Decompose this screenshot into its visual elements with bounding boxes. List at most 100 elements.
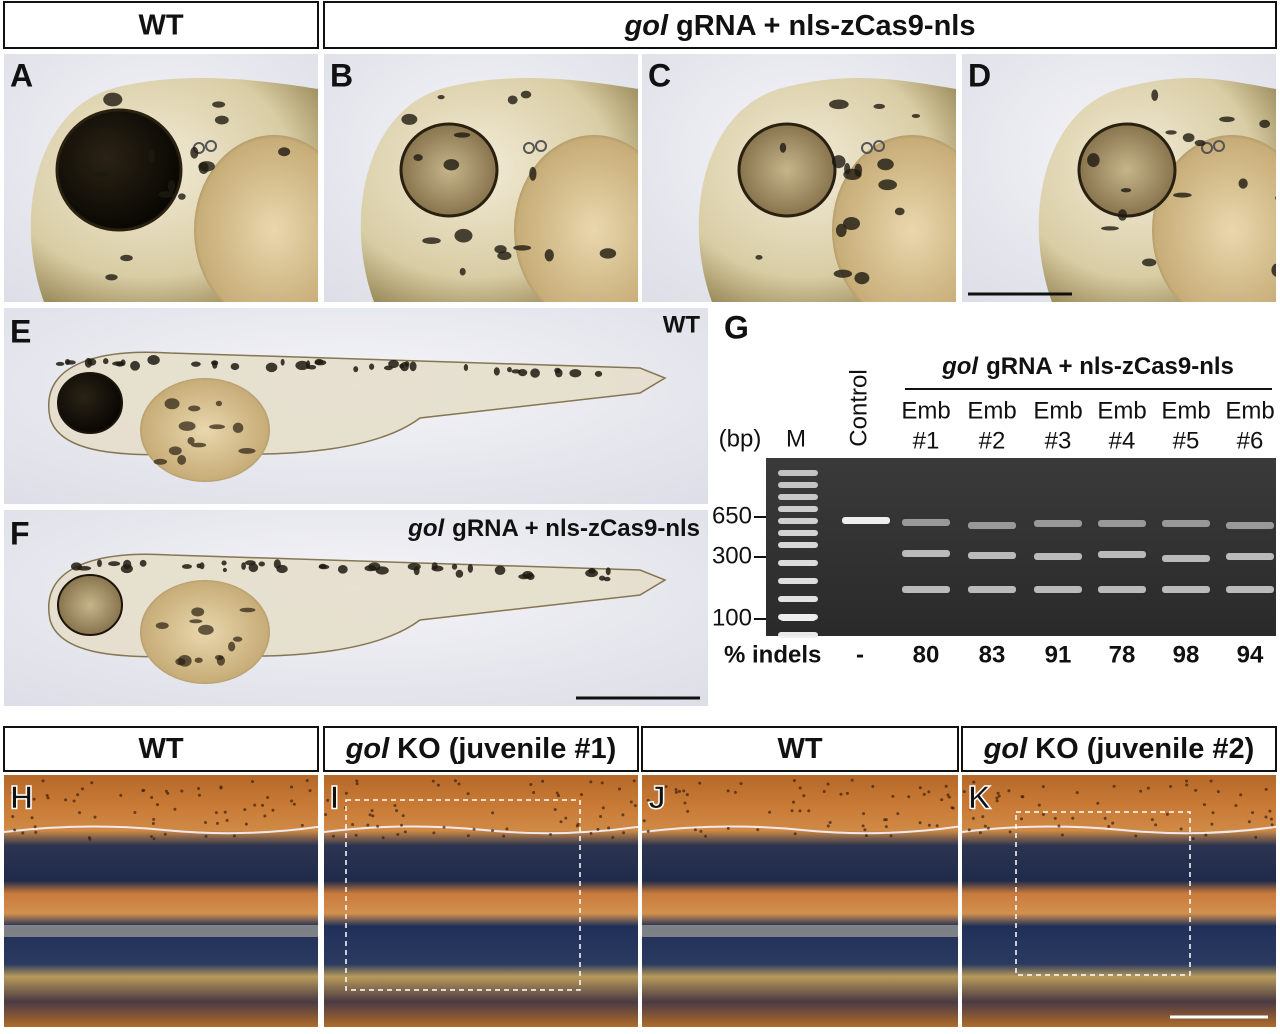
italic-part: gol bbox=[941, 353, 979, 380]
sample-band bbox=[968, 522, 1016, 529]
melanophore bbox=[828, 820, 832, 824]
melanophore bbox=[208, 424, 226, 430]
melanophore bbox=[130, 360, 140, 371]
melanophore bbox=[225, 818, 229, 822]
melanophore bbox=[190, 146, 199, 159]
melanophore bbox=[605, 567, 611, 576]
melanophore bbox=[529, 166, 537, 181]
melanophore bbox=[494, 565, 506, 575]
lane-number: #6 bbox=[1237, 427, 1264, 454]
melanophore bbox=[164, 789, 168, 793]
melanophore bbox=[155, 622, 169, 630]
melanophore bbox=[353, 366, 359, 373]
melanophore bbox=[1041, 813, 1045, 817]
melanophore bbox=[755, 255, 763, 260]
melanophore bbox=[589, 780, 593, 784]
melanophore bbox=[308, 789, 312, 793]
melanophore bbox=[839, 792, 843, 796]
melanophore bbox=[152, 817, 156, 821]
label: gol gRNA + nls-zCas9-nls bbox=[624, 10, 976, 42]
melanophore bbox=[983, 824, 987, 828]
melanophore bbox=[1020, 795, 1024, 799]
melanophore bbox=[466, 792, 470, 796]
melanophore bbox=[432, 831, 436, 835]
indels-value: 78 bbox=[1109, 641, 1136, 668]
ladder-band bbox=[778, 530, 818, 536]
melanophore bbox=[263, 814, 267, 818]
melanophore bbox=[355, 779, 359, 783]
melanophore bbox=[244, 822, 248, 826]
melanophore bbox=[685, 793, 689, 797]
melanophore bbox=[826, 824, 830, 828]
melanophore bbox=[150, 796, 154, 800]
melanophore bbox=[1210, 822, 1214, 826]
panel bbox=[324, 54, 638, 302]
gel-image bbox=[766, 458, 1276, 636]
melanophore bbox=[403, 830, 407, 834]
melanophore bbox=[181, 564, 192, 569]
melanophore bbox=[1238, 178, 1248, 189]
melanophore bbox=[1179, 827, 1183, 831]
melanophore bbox=[564, 816, 568, 820]
indels-value: 80 bbox=[913, 641, 940, 668]
melanophore bbox=[699, 829, 703, 833]
melanophore bbox=[507, 366, 512, 373]
melanophore bbox=[588, 567, 596, 574]
otolith bbox=[1201, 142, 1213, 154]
sample-band bbox=[902, 586, 950, 593]
melanophore bbox=[375, 566, 389, 575]
melanophore bbox=[455, 569, 464, 578]
indels-value: 91 bbox=[1045, 641, 1072, 668]
sample-band bbox=[1226, 522, 1274, 529]
melanophore bbox=[1169, 785, 1173, 789]
melanophore bbox=[532, 790, 536, 794]
plain-part: gRNA + nls-zCas9-nls bbox=[676, 10, 975, 42]
panel bbox=[324, 775, 638, 1027]
melanophore bbox=[1057, 824, 1061, 828]
melanophore bbox=[646, 798, 650, 802]
melanophore bbox=[555, 368, 563, 378]
melanophore bbox=[300, 823, 304, 827]
melanophore bbox=[466, 834, 470, 838]
sample-band bbox=[1098, 586, 1146, 593]
lane-name: Emb bbox=[1161, 397, 1210, 424]
ladder-band bbox=[780, 614, 816, 621]
melanophore bbox=[295, 360, 309, 371]
melanophore bbox=[451, 563, 458, 570]
roi bbox=[345, 799, 581, 991]
melanophore bbox=[704, 834, 708, 838]
melanophore bbox=[77, 565, 92, 571]
plain-part: gRNA + nls-zCas9-nls bbox=[452, 515, 700, 542]
melanophore bbox=[967, 828, 971, 832]
melanophore bbox=[599, 248, 617, 259]
melanophore bbox=[826, 782, 830, 786]
ladder-band bbox=[778, 632, 818, 638]
melanophore bbox=[802, 794, 806, 798]
melanophore bbox=[351, 823, 355, 827]
lane-number: #2 bbox=[979, 427, 1006, 454]
melanophore bbox=[152, 837, 156, 841]
melanophore bbox=[431, 562, 438, 570]
label: gol KO (juvenile #2) bbox=[983, 733, 1255, 765]
melanophore bbox=[76, 163, 93, 174]
sample-band bbox=[1162, 555, 1210, 562]
melanophore bbox=[513, 245, 532, 251]
lateral-line bbox=[962, 825, 1276, 835]
melanophore bbox=[189, 619, 203, 624]
melanophore bbox=[326, 798, 330, 802]
italic-part: gol bbox=[407, 515, 445, 542]
melanophore bbox=[494, 245, 507, 254]
melanophore bbox=[995, 799, 999, 803]
melanophore bbox=[163, 832, 167, 836]
melanophore bbox=[1165, 812, 1169, 816]
lane-name: Emb bbox=[1097, 397, 1146, 424]
yolk bbox=[1152, 135, 1276, 302]
melanophore bbox=[1120, 188, 1132, 193]
melanophore bbox=[155, 803, 159, 807]
melanophore bbox=[197, 787, 201, 791]
melanophore bbox=[306, 360, 311, 369]
melanophore bbox=[1101, 226, 1119, 231]
melanophore bbox=[46, 796, 50, 800]
melanophore bbox=[198, 161, 215, 172]
melanophore bbox=[922, 792, 926, 796]
